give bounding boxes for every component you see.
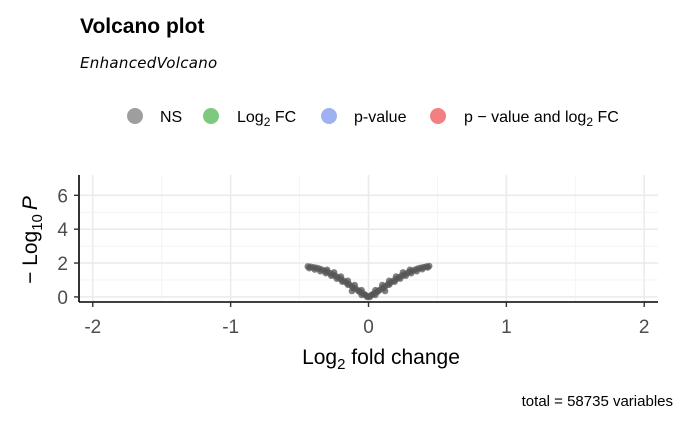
y-tick-label: 2 <box>57 254 68 275</box>
legend-key-fc <box>203 108 219 124</box>
data-points <box>304 262 433 301</box>
data-point <box>372 286 379 294</box>
x-tick-label: 0 <box>363 317 374 338</box>
data-point <box>323 266 331 274</box>
data-point <box>311 266 319 273</box>
x-tick-label: -1 <box>222 317 239 338</box>
legend-key-ns <box>127 108 143 124</box>
legend: NS Log2 FC p-value p − value and log2 FC <box>127 108 619 129</box>
caption: total = 58735 variables <box>522 393 673 410</box>
data-point <box>316 267 324 275</box>
data-point <box>418 265 426 273</box>
x-axis-title: Log2 fold change <box>302 346 460 373</box>
data-point <box>372 291 379 299</box>
legend-key-p <box>321 108 337 124</box>
chart-subtitle: EnhancedVolcano <box>80 54 218 72</box>
legend-key-pfc <box>430 108 446 124</box>
data-point <box>392 273 400 280</box>
tick-labels: -2 -1 0 1 2 0 2 4 6 <box>57 186 649 338</box>
data-point <box>337 273 345 280</box>
data-point <box>330 269 338 276</box>
data-point <box>358 286 365 294</box>
data-point <box>413 267 421 275</box>
y-axis-title: − Log10P <box>19 196 46 284</box>
legend-label-pfc: p − value and log2 FC <box>464 109 619 129</box>
legend-label-ns: NS <box>160 109 182 126</box>
y-tick-label: 0 <box>57 288 68 309</box>
data-point <box>366 293 374 301</box>
legend-label-p: p-value <box>354 109 407 126</box>
data-point <box>358 291 365 299</box>
data-point <box>344 277 352 285</box>
data-point <box>391 278 398 285</box>
y-tick-label: 4 <box>57 220 68 241</box>
y-tick-label: 6 <box>57 186 68 207</box>
data-point <box>348 287 356 295</box>
legend-label-fc: Log2 FC <box>237 109 296 129</box>
x-tick-label: 2 <box>639 317 650 338</box>
grid-lines <box>79 175 658 302</box>
data-point <box>305 264 313 272</box>
data-point <box>385 277 393 285</box>
data-point <box>351 281 359 289</box>
data-point <box>378 281 386 289</box>
x-tick-label: -2 <box>84 317 101 338</box>
data-point <box>406 266 414 274</box>
data-point <box>339 278 346 285</box>
x-tick-label: 1 <box>501 317 512 338</box>
chart-title: Volcano plot <box>80 15 204 38</box>
data-point <box>399 269 407 276</box>
data-point <box>424 264 432 271</box>
data-point <box>381 287 389 295</box>
